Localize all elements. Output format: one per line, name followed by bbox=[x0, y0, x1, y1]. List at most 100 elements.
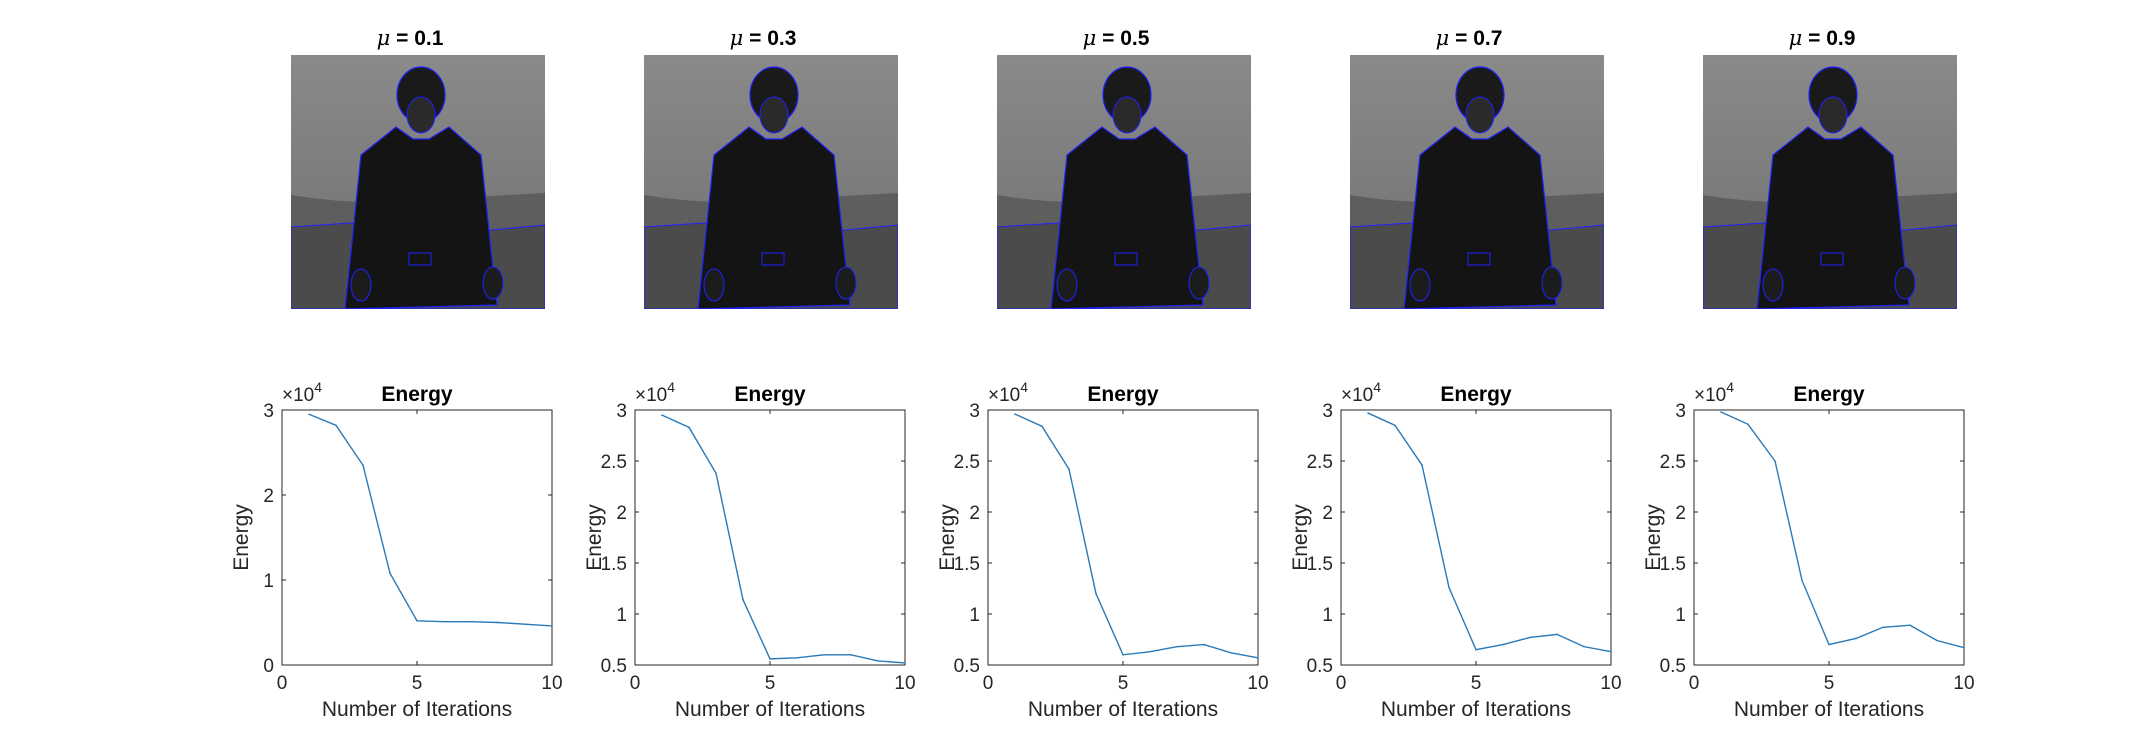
y-tick-label: 2.5 bbox=[1660, 452, 1686, 473]
right-hand bbox=[1894, 266, 1916, 300]
y-tick-label: 2 bbox=[263, 486, 274, 507]
coat-shape bbox=[697, 126, 851, 309]
x-axis-label: Number of Iterations bbox=[1381, 698, 1571, 721]
y-tick-label: 2.5 bbox=[1307, 452, 1333, 473]
panel-title: μ = 0.1 bbox=[376, 26, 444, 50]
energy-data-point bbox=[1529, 636, 1531, 639]
chart-title: Energy bbox=[1087, 383, 1159, 406]
y-tick-label: 0.5 bbox=[1660, 656, 1686, 677]
face-shape bbox=[759, 96, 789, 134]
plot-area bbox=[987, 409, 1259, 666]
energy-data-point bbox=[1203, 643, 1205, 646]
x-tick-label: 0 bbox=[277, 673, 288, 694]
energy-data-point bbox=[1936, 639, 1938, 642]
energy-series-line bbox=[1014, 413, 1259, 659]
energy-data-point bbox=[308, 413, 310, 416]
y-tick-label: 2 bbox=[969, 503, 980, 524]
segmentation-image bbox=[997, 55, 1251, 309]
energy-data-point bbox=[416, 620, 418, 622]
left-hand bbox=[703, 268, 725, 302]
energy-data-point bbox=[1774, 460, 1776, 462]
energy-data-point bbox=[1122, 654, 1124, 656]
y-tick-label: 2.5 bbox=[954, 452, 980, 473]
chart-title: Energy bbox=[381, 383, 453, 406]
y-tick-label: 0 bbox=[263, 656, 274, 677]
segmentation-panel-3: μ = 0.5 bbox=[936, 0, 1296, 320]
energy-data-point bbox=[1230, 651, 1232, 654]
y-tick-label: 1.5 bbox=[954, 554, 980, 575]
exponent-label: ×104 bbox=[988, 379, 1028, 406]
plot-area bbox=[1693, 409, 1965, 666]
energy-chart-3: Energy ×104 0 5 10 0.5 1 1.5 2 2.5 3 Number of Iter… bbox=[936, 379, 1269, 721]
exponent-label: ×104 bbox=[635, 379, 675, 406]
energy-data-point bbox=[742, 598, 744, 601]
energy-chart-4: Energy ×104 0 5 10 0.5 1 1.5 2 2.5 3 Number of Iter… bbox=[1289, 379, 1622, 721]
left-hand bbox=[1409, 268, 1431, 302]
energy-data-point bbox=[443, 620, 445, 623]
energy-data-point bbox=[335, 424, 337, 427]
energy-data-point bbox=[715, 472, 717, 475]
coat-shape bbox=[1756, 126, 1910, 309]
y-tick-label: 0.5 bbox=[601, 656, 627, 677]
energy-data-point bbox=[551, 625, 553, 627]
y-axis-label: Energy bbox=[583, 504, 606, 571]
right-hand bbox=[482, 266, 504, 300]
energy-data-point bbox=[850, 654, 852, 656]
plot-area bbox=[634, 409, 906, 666]
segmentation-panel-2: μ = 0.3 bbox=[583, 0, 943, 320]
energy-chart-5: Energy ×104 0 5 10 0.5 1 1.5 2 2.5 3 Number of Iter… bbox=[1642, 379, 1975, 721]
left-hand bbox=[1056, 268, 1078, 302]
segmentation-image bbox=[1350, 55, 1604, 309]
energy-data-point bbox=[796, 657, 798, 659]
right-hand bbox=[1188, 266, 1210, 300]
left-hand bbox=[1762, 268, 1784, 302]
energy-data-point bbox=[470, 620, 472, 623]
y-tick-label: 2 bbox=[616, 503, 627, 524]
energy-data-point bbox=[769, 658, 771, 660]
energy-series-line bbox=[661, 414, 906, 664]
energy-data-point bbox=[661, 414, 663, 416]
chart-title: Energy bbox=[1793, 383, 1865, 406]
energy-data-point bbox=[877, 660, 879, 662]
y-tick-label: 1 bbox=[969, 605, 980, 626]
y-tick-label: 2 bbox=[1322, 503, 1333, 524]
x-tick-label: 10 bbox=[894, 673, 915, 694]
x-tick-label: 0 bbox=[1689, 673, 1700, 694]
energy-data-point bbox=[1828, 643, 1830, 646]
x-tick-label: 10 bbox=[1600, 673, 1621, 694]
energy-series-line bbox=[1367, 412, 1612, 653]
y-axis-label: Energy bbox=[1642, 504, 1665, 571]
belt-buckle bbox=[408, 252, 432, 266]
energy-data-point bbox=[362, 464, 364, 467]
energy-data-point bbox=[1041, 425, 1043, 428]
energy-data-point bbox=[1421, 464, 1423, 466]
energy-data-point bbox=[1882, 626, 1884, 629]
x-tick-label: 0 bbox=[630, 673, 641, 694]
y-tick-label: 0.5 bbox=[954, 656, 980, 677]
panel-title: μ = 0.7 bbox=[1435, 26, 1503, 50]
face-shape bbox=[1112, 96, 1142, 134]
exponent-power: 4 bbox=[1726, 379, 1734, 395]
y-tick-label: 3 bbox=[263, 401, 274, 422]
y-axis-label: Energy bbox=[230, 504, 253, 571]
x-tick-label: 5 bbox=[765, 673, 776, 694]
x-tick-label: 5 bbox=[1118, 673, 1129, 694]
y-tick-label: 3 bbox=[969, 401, 980, 422]
energy-data-point bbox=[1176, 645, 1178, 648]
belt-buckle bbox=[1820, 252, 1844, 266]
exponent-label: ×104 bbox=[282, 379, 322, 406]
energy-data-point bbox=[1963, 646, 1965, 649]
left-hand bbox=[350, 268, 372, 302]
exponent-label: ×104 bbox=[1341, 379, 1381, 406]
energy-data-point bbox=[904, 662, 906, 664]
face-shape bbox=[1465, 96, 1495, 134]
y-axis-label: Energy bbox=[936, 504, 959, 571]
energy-data-point bbox=[1475, 648, 1477, 651]
segmentation-panel-1: μ = 0.1 bbox=[230, 0, 590, 320]
x-tick-label: 5 bbox=[1471, 673, 1482, 694]
x-tick-label: 5 bbox=[1824, 673, 1835, 694]
energy-data-point bbox=[1394, 424, 1396, 427]
energy-data-point bbox=[497, 621, 499, 624]
energy-data-point bbox=[1149, 650, 1151, 653]
energy-series-line bbox=[1720, 411, 1965, 649]
